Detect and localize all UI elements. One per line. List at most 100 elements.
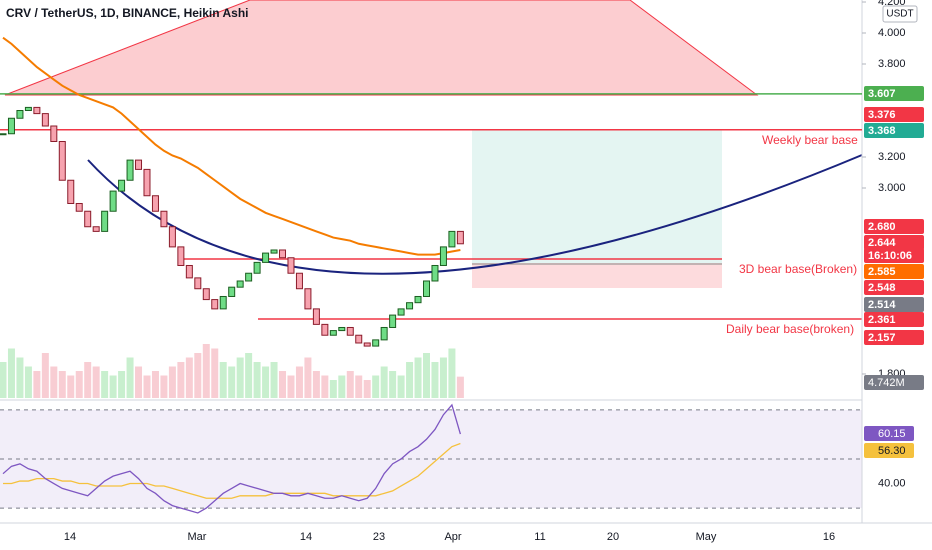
time-label: May: [696, 531, 717, 543]
volume-bar: [50, 366, 58, 398]
candle-body: [194, 277, 202, 290]
candle-body: [329, 330, 337, 336]
time-label: 20: [607, 531, 619, 543]
time-label: Apr: [444, 531, 461, 543]
price-badge-label: 2.680: [868, 221, 896, 233]
candle-body: [33, 106, 41, 115]
rsi-tick-label: 40.00: [878, 477, 906, 489]
candle-body: [0, 133, 7, 136]
candle-body: [143, 168, 151, 197]
volume-bar: [245, 353, 253, 398]
volume-bar: [372, 375, 380, 398]
target-zone: [472, 130, 722, 263]
candle-body: [304, 288, 312, 310]
volume-bar: [287, 375, 295, 398]
candle-body: [287, 257, 295, 274]
volume-bar: [194, 353, 202, 398]
volume-bar: [7, 348, 15, 398]
candle-body: [389, 314, 397, 328]
candle-body: [456, 230, 464, 245]
candle-body: [448, 230, 456, 248]
time-label: 11: [534, 531, 545, 543]
price-badge-label: 3.376: [868, 109, 896, 121]
volume-bar: [219, 362, 227, 398]
candle-body: [414, 295, 422, 304]
price-badge: [864, 312, 924, 327]
trend-curve: [87, 154, 863, 275]
volume-bar: [397, 375, 405, 398]
rsi-value-label: 60.15: [878, 428, 906, 440]
candle-body: [439, 246, 447, 266]
volume-bar: [135, 366, 143, 398]
candle-body: [177, 246, 185, 266]
candle-body: [7, 117, 15, 135]
price-badge-label: 2.361: [868, 314, 896, 326]
volume-bar: [24, 366, 32, 398]
candle-body: [355, 334, 363, 344]
volume-bar: [389, 371, 397, 398]
candle-body: [236, 280, 244, 288]
volume-bar: [423, 353, 430, 398]
volume-bar: [109, 375, 117, 398]
price-badge-label: 2.548: [868, 282, 896, 294]
price-badge: [864, 86, 924, 101]
candle-body: [92, 226, 100, 232]
candle-body: [431, 264, 439, 282]
volume-bar: [312, 371, 320, 398]
volume-bar: [84, 362, 92, 398]
candle-body: [406, 302, 414, 310]
price-tick-label: 3.800: [878, 58, 906, 70]
price-badge-label: 2.157: [868, 332, 896, 344]
price-badge-label: 2.585: [868, 266, 896, 278]
volume-bar: [414, 357, 422, 398]
rsi-badge: [864, 426, 914, 441]
candle-body: [270, 249, 278, 254]
candle-body: [253, 261, 261, 274]
price-tick-label: 3.000: [878, 182, 906, 194]
volume-bar: [33, 371, 41, 398]
candle-body: [262, 252, 270, 263]
volume-bar: [295, 366, 303, 398]
time-label: Mar: [188, 531, 207, 543]
candle-body: [380, 326, 388, 341]
volume-bar: [262, 366, 270, 398]
volume-bar: [346, 371, 354, 398]
volume-bar: [118, 371, 126, 398]
candle-body: [312, 308, 320, 325]
volume-bar: [355, 375, 363, 398]
candle-body: [24, 106, 32, 112]
candle-body: [397, 308, 405, 316]
price-badge: [864, 248, 924, 263]
volume-bar: [321, 375, 329, 398]
candle-body: [185, 264, 193, 279]
volume-bar: [177, 362, 185, 398]
volume-bar: [143, 375, 151, 398]
volume-bar: [92, 366, 100, 398]
price-badge: [864, 330, 924, 345]
volume-bar: [439, 357, 447, 398]
candle-body: [67, 179, 75, 204]
volume-bar: [338, 375, 346, 398]
annotation: Daily bear base(broken): [726, 322, 854, 336]
currency[interactable]: USDT: [886, 9, 913, 20]
candle-body: [228, 286, 236, 297]
candle-body: [41, 113, 49, 127]
volume-bar: [406, 362, 414, 398]
volume-badge: [864, 375, 924, 390]
currency-box[interactable]: [882, 5, 918, 23]
volume-bar: [448, 348, 456, 398]
candle-body: [202, 288, 210, 301]
time-label: 23: [373, 531, 385, 543]
candle-body: [363, 342, 371, 347]
volume-bar: [456, 376, 464, 398]
candle-body: [211, 299, 219, 310]
volume-bar: [160, 375, 168, 398]
volume-bar: [202, 344, 210, 398]
candle-body: [126, 159, 134, 181]
volume-bar: [16, 357, 24, 398]
time-label: 14: [64, 531, 76, 543]
candle-body: [372, 339, 380, 347]
volume-bar: [75, 371, 83, 398]
volume-bar: [380, 366, 388, 398]
